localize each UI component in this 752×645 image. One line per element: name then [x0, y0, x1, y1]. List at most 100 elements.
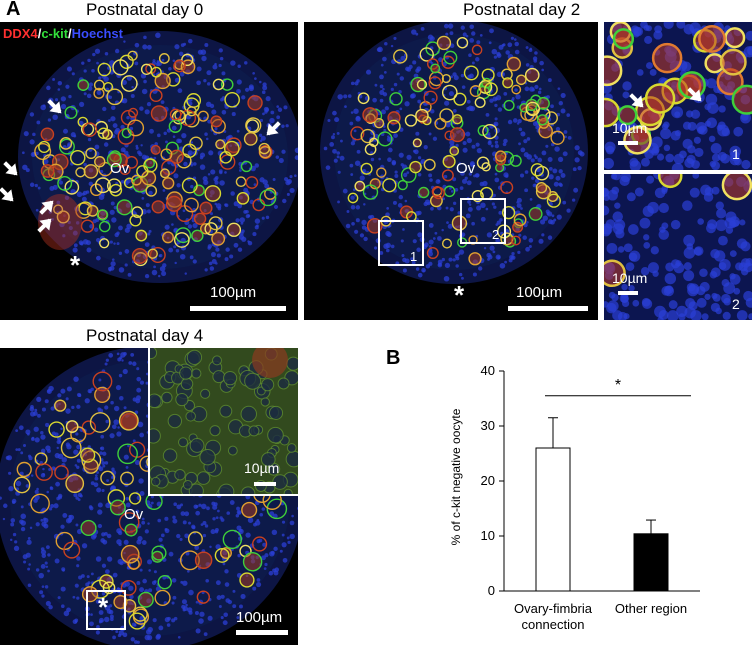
oocyte [162, 177, 175, 190]
oocyte [387, 119, 401, 134]
oocyte [112, 59, 129, 76]
oocyte [197, 110, 209, 122]
oocyte [65, 420, 79, 433]
oocyte [509, 154, 522, 167]
day4-inset-scale-label: 10µm [244, 460, 280, 476]
oocyte [362, 107, 378, 123]
oocyte [369, 137, 379, 148]
significance-star: * [615, 377, 621, 394]
oocyte [58, 138, 75, 155]
oocyte [441, 169, 454, 182]
oocyte [252, 536, 268, 552]
oocyte [617, 105, 638, 126]
oocyte [441, 238, 453, 249]
oocyte [96, 209, 109, 221]
y-tick-label: 10 [481, 528, 495, 543]
day4-scale-bar [236, 630, 288, 635]
oocyte [546, 193, 561, 208]
oocyte [34, 143, 52, 160]
oocyte [54, 399, 67, 412]
oocyte [99, 220, 111, 233]
oocyte [131, 248, 148, 264]
oocyte [56, 210, 70, 224]
oocyte [241, 501, 258, 518]
oocyte [120, 75, 138, 92]
oocyte [145, 63, 157, 75]
oocyte [436, 35, 452, 51]
oocyte [40, 164, 55, 178]
oocyte [347, 192, 359, 204]
oocyte [100, 470, 115, 486]
day4-inset: 10µm [148, 348, 298, 496]
oocyte [103, 81, 114, 92]
oocyte [86, 204, 99, 217]
oocyte [127, 557, 140, 570]
oocyte [150, 144, 161, 155]
oocyte [443, 50, 458, 65]
oocyte [199, 201, 213, 215]
oocyte [165, 195, 183, 212]
oocyte [219, 150, 233, 164]
oocyte [222, 529, 243, 550]
oocyte [99, 574, 114, 589]
day0-title: Postnatal day 0 [86, 0, 204, 19]
day2-inset-box-2 [460, 198, 506, 244]
oocyte [120, 579, 137, 596]
oocyte [55, 531, 74, 551]
oocyte [416, 79, 428, 90]
oocyte [38, 140, 51, 154]
oocyte [116, 199, 133, 216]
oocyte [147, 248, 158, 259]
oocyte [264, 187, 277, 200]
oocyte [77, 116, 89, 128]
day2-title: Postnatal day 2 [463, 0, 581, 19]
arrow-icon [266, 121, 281, 136]
oocyte [245, 176, 259, 189]
oocyte [258, 142, 271, 155]
micrograph-day2-image [304, 22, 598, 320]
oocyte [354, 180, 366, 192]
oocyte [64, 180, 80, 195]
inset-2-scale-label: 10µm [612, 270, 648, 286]
oocyte [57, 175, 73, 191]
oocyte [412, 138, 422, 148]
day4-inset-image [150, 348, 298, 494]
oocyte [186, 106, 197, 117]
oocyte [524, 67, 540, 83]
oocyte [65, 474, 85, 493]
oocyte [528, 206, 543, 221]
x-tick-label: Other region [615, 601, 687, 616]
oocyte [357, 92, 370, 105]
oocyte [236, 191, 250, 205]
oocyte [360, 128, 375, 144]
oocyte [135, 229, 148, 242]
day2-ov-label: Ov [456, 160, 476, 177]
oocyte [721, 174, 752, 201]
oocyte [97, 62, 112, 77]
oocyte [449, 127, 466, 143]
oocyte [373, 117, 385, 129]
oocyte [247, 95, 263, 111]
oocyte [106, 88, 124, 106]
y-tick-label: 30 [481, 418, 495, 433]
oocyte [136, 165, 149, 178]
oocyte [85, 147, 97, 160]
oocyte [423, 90, 438, 105]
oocyte [451, 215, 468, 231]
oocyte [651, 42, 683, 74]
oocyte [397, 179, 408, 191]
oocyte [511, 84, 522, 95]
oocyte [430, 63, 441, 74]
oocyte [550, 130, 565, 145]
oocyte [118, 410, 139, 431]
oocyte [428, 76, 442, 90]
oocyte [120, 471, 134, 486]
oocyte [417, 186, 430, 199]
oocyte [128, 107, 139, 118]
inset-2-number: 2 [732, 296, 740, 312]
oocyte [35, 463, 53, 481]
oocyte [453, 92, 467, 106]
micrograph-day2-inset-1: 10µm 1 [604, 22, 752, 170]
oocyte [389, 92, 403, 106]
legend-separator: / [68, 26, 72, 41]
